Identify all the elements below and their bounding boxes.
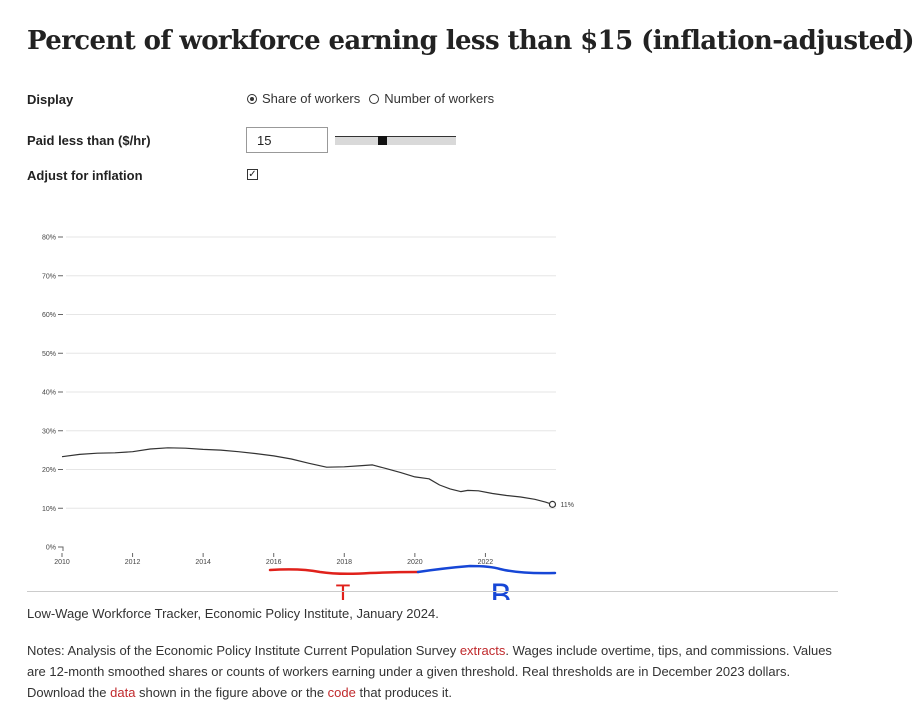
display-radio-group: Share of workers Number of workers xyxy=(247,91,503,106)
divider xyxy=(27,591,838,592)
radio-unselected-icon[interactable] xyxy=(369,93,380,104)
y-tick-label: 40% xyxy=(42,390,56,397)
line-chart: 0% 10% 20% 30% 40% 50% 60% 70% 80% 2010 2012 2014 20… xyxy=(42,235,574,601)
slider-thumb[interactable] xyxy=(378,136,387,145)
y-tick-label: 60% xyxy=(42,312,56,319)
adjust-inflation-label: Adjust for inflation xyxy=(27,168,143,183)
series-line xyxy=(61,447,553,505)
notes-part-1: Notes: Analysis of the Economic Policy I… xyxy=(27,643,460,658)
paid-less-label: Paid less than ($/hr) xyxy=(27,133,151,148)
y-tick-label: 50% xyxy=(42,351,56,358)
y-tick-label: 70% xyxy=(42,273,56,280)
x-tick-label: 2012 xyxy=(125,559,141,566)
threshold-input[interactable]: 15 xyxy=(246,127,328,153)
x-tick-label: 2018 xyxy=(336,559,352,566)
radio-number-of-workers[interactable]: Number of workers xyxy=(369,91,494,106)
notes-part-2: . Wages include overtime, tips, and comm… xyxy=(27,643,832,700)
notes-text: Notes: Analysis of the Economic Policy I… xyxy=(27,640,847,703)
y-tick-label: 80% xyxy=(42,235,56,242)
extracts-link[interactable]: extracts xyxy=(459,643,506,658)
adjust-inflation-checkbox[interactable]: ✓ xyxy=(247,169,258,180)
page-title: Percent of workforce earning less than $… xyxy=(27,26,915,56)
blue-annotation-label: B xyxy=(490,577,512,600)
threshold-slider[interactable] xyxy=(335,133,456,146)
y-zero-tick xyxy=(58,546,64,551)
x-tick-label: 2020 xyxy=(407,559,423,566)
chart-grid xyxy=(66,236,556,509)
checkmark-icon: ✓ xyxy=(248,169,257,180)
chart-axes: 0% 10% 20% 30% 40% 50% 60% 70% 80% 2010 2012 2014 20… xyxy=(42,235,493,567)
y-tick-label: 30% xyxy=(42,428,56,435)
x-tick-label: 2022 xyxy=(478,559,494,566)
notes-part-3: shown in the figure above or the xyxy=(135,685,328,700)
radio-share-label: Share of workers xyxy=(262,91,361,106)
x-tick-label: 2016 xyxy=(266,559,282,566)
x-tick-label: 2010 xyxy=(54,559,70,566)
source-text: Low-Wage Workforce Tracker, Economic Pol… xyxy=(27,606,439,621)
display-label: Display xyxy=(27,92,74,107)
radio-number-label: Number of workers xyxy=(384,91,495,106)
radio-selected-icon[interactable] xyxy=(247,93,257,104)
notes-part-4: that produces it. xyxy=(355,685,452,700)
slider-track[interactable] xyxy=(335,137,456,145)
data-link[interactable]: data xyxy=(110,685,136,700)
radio-share-of-workers[interactable]: Share of workers xyxy=(247,91,360,106)
code-link[interactable]: code xyxy=(327,685,356,700)
chart-series: 11% xyxy=(61,447,574,509)
end-point-marker xyxy=(548,500,557,508)
end-value-label: 11% xyxy=(560,502,574,509)
red-underline-annotation xyxy=(268,568,420,576)
slider-rail-line xyxy=(335,136,456,137)
y-tick-label: 0% xyxy=(46,545,56,552)
y-tick-label: 10% xyxy=(42,506,56,513)
x-tick-label: 2014 xyxy=(195,559,211,566)
blue-underline-annotation xyxy=(416,564,557,575)
y-tick-label: 20% xyxy=(42,467,56,474)
